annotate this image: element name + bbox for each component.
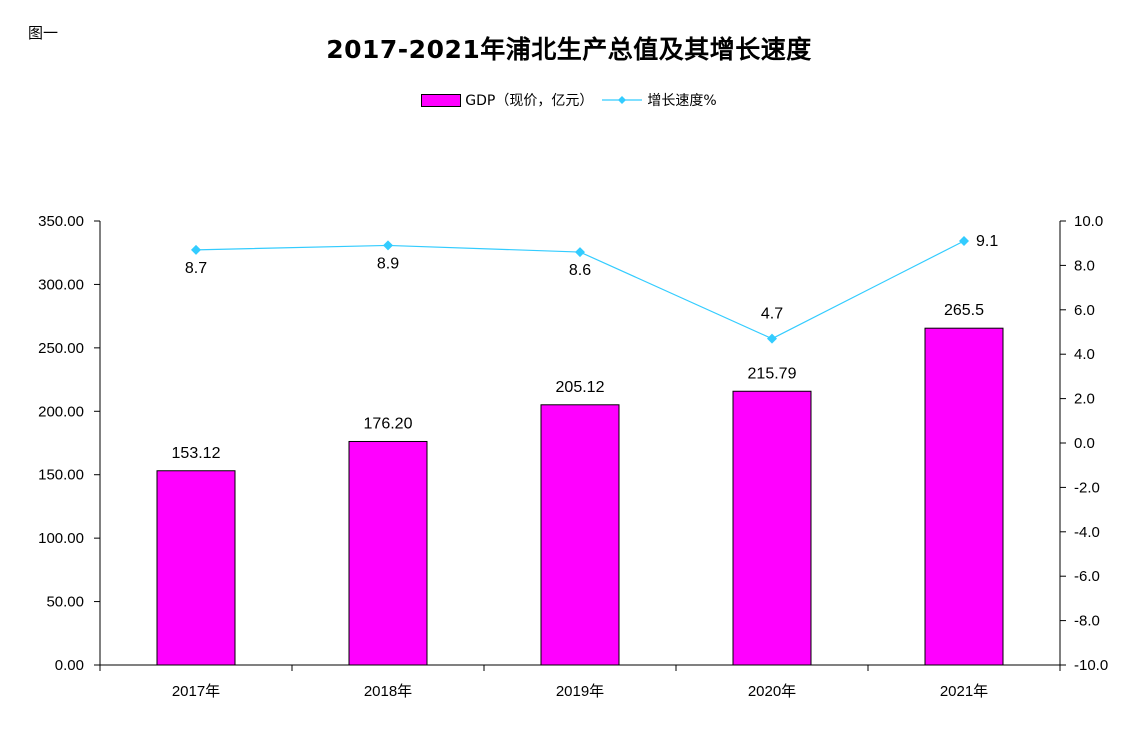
legend-label-growth: 增长速度% bbox=[647, 93, 717, 109]
growth-point-marker bbox=[959, 235, 969, 246]
y-left-tick-label: 300.00 bbox=[38, 276, 84, 293]
growth-value-label: 8.7 bbox=[185, 260, 207, 277]
growth-point-marker bbox=[767, 333, 777, 344]
gdp-bar bbox=[732, 390, 812, 666]
growth-value-label: 8.9 bbox=[377, 255, 399, 272]
y-right-tick-label: 4.0 bbox=[1074, 346, 1095, 363]
y-right-tick-label: -6.0 bbox=[1074, 568, 1100, 585]
y-left-tick-label: 0.00 bbox=[55, 657, 84, 674]
y-left-tick-label: 350.00 bbox=[38, 213, 84, 230]
y-left-tick-label: 200.00 bbox=[38, 403, 84, 420]
gdp-bar bbox=[540, 404, 620, 666]
y-left-tick-label: 150.00 bbox=[38, 467, 84, 484]
y-right-tick-label: 6.0 bbox=[1074, 302, 1095, 319]
gdp-bar-value-label: 153.12 bbox=[172, 445, 221, 462]
chart-legend: GDP（现价，亿元） 增长速度% bbox=[0, 90, 1138, 110]
gdp-bar-value-label: 265.5 bbox=[944, 302, 984, 319]
y-left-tick-label: 250.00 bbox=[38, 340, 84, 357]
growth-point-marker bbox=[575, 247, 585, 258]
y-left-tick-label: 50.00 bbox=[46, 594, 84, 611]
legend-line-swatch bbox=[602, 96, 643, 104]
gdp-bar-value-label: 176.20 bbox=[364, 415, 413, 432]
y-right-tick-label: -4.0 bbox=[1074, 524, 1100, 541]
y-right-tick-label: 2.0 bbox=[1074, 391, 1095, 408]
y-right-tick-label: -10.0 bbox=[1074, 657, 1108, 674]
growth-value-label: 9.1 bbox=[976, 233, 998, 250]
gdp-bar-value-label: 205.12 bbox=[556, 379, 605, 396]
y-right-tick-label: 0.0 bbox=[1074, 435, 1095, 452]
y-right-tick-label: -8.0 bbox=[1074, 613, 1100, 630]
gdp-bar bbox=[156, 470, 236, 666]
x-category-label: 2021年 bbox=[940, 683, 988, 700]
figure-label: 图一 bbox=[28, 24, 59, 42]
legend-item-growth: 增长速度% bbox=[601, 90, 717, 110]
x-category-label: 2020年 bbox=[748, 683, 796, 700]
growth-value-label: 8.6 bbox=[569, 262, 591, 279]
x-category-label: 2019年 bbox=[556, 683, 604, 700]
growth-point-marker bbox=[191, 244, 201, 255]
gdp-bar bbox=[348, 440, 428, 666]
y-left-tick-label: 100.00 bbox=[38, 530, 84, 547]
legend-item-gdp: GDP（现价，亿元） bbox=[421, 90, 593, 110]
growth-value-label: 4.7 bbox=[761, 306, 783, 323]
y-right-tick-label: -2.0 bbox=[1074, 479, 1100, 496]
chart-title: 2017-2021年浦北生产总值及其增长速度 bbox=[326, 35, 812, 64]
x-category-label: 2018年 bbox=[364, 683, 412, 700]
y-right-tick-label: 8.0 bbox=[1074, 257, 1095, 274]
legend-bar-swatch bbox=[421, 93, 462, 107]
y-right-tick-label: 10.0 bbox=[1074, 213, 1103, 230]
gdp-bar bbox=[924, 327, 1004, 666]
growth-point-marker bbox=[383, 240, 393, 251]
gdp-bar-value-label: 215.79 bbox=[748, 365, 797, 382]
legend-label-gdp: GDP（现价，亿元） bbox=[465, 93, 594, 109]
x-category-label: 2017年 bbox=[172, 683, 220, 700]
